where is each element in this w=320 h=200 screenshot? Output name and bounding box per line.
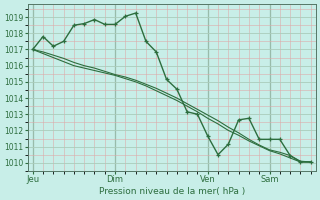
X-axis label: Pression niveau de la mer( hPa ): Pression niveau de la mer( hPa ) <box>99 187 245 196</box>
